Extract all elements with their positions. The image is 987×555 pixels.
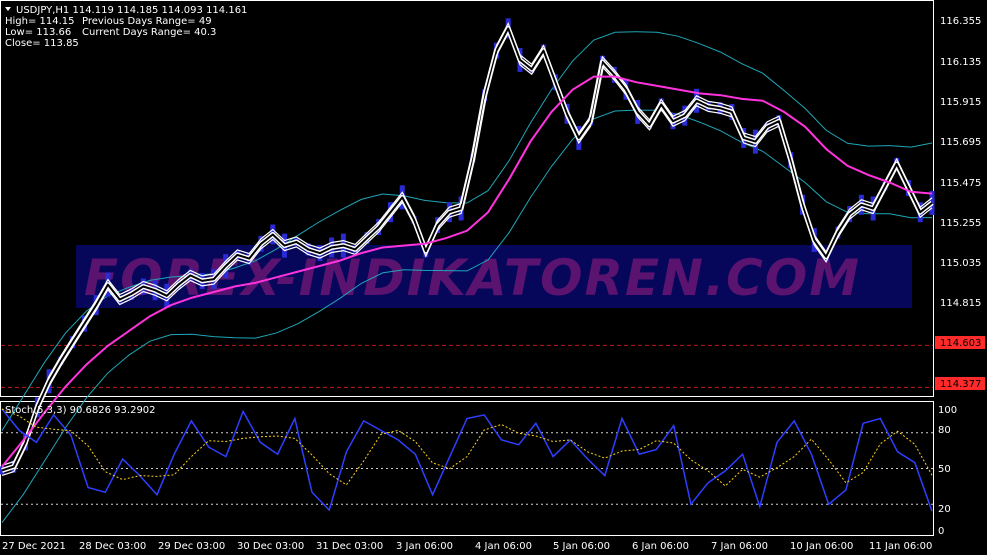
info-high: High= 114.15 xyxy=(5,16,75,27)
chevron-down-icon[interactable] xyxy=(5,7,11,11)
stoch-main-line xyxy=(1,408,933,512)
price-line xyxy=(1,21,934,476)
chart-info: USDJPY,H1 114.119 114.185 114.093 114.16… xyxy=(5,5,247,49)
bollinger-bands xyxy=(1,31,933,523)
stoch-axis[interactable]: 100 80 50 20 0 xyxy=(938,405,957,537)
time-axis[interactable]: 27 Dec 2021 28 Dec 03:00 29 Dec 03:00 30… xyxy=(2,541,932,552)
price-panel-frame[interactable] xyxy=(0,0,934,397)
price-tick: 115.255 xyxy=(940,218,981,229)
time-tick: 29 Dec 03:00 xyxy=(158,541,225,552)
time-tick: 27 Dec 2021 xyxy=(2,541,66,552)
price-axis[interactable]: 116.355 116.135 115.915 115.695 115.475 … xyxy=(940,16,981,309)
stoch-tick: 20 xyxy=(938,504,951,515)
horizontal-levels xyxy=(1,344,933,505)
level-tag[interactable]: 114.603 xyxy=(935,336,985,349)
stoch-label: Stoch(5,3,3) 90.6826 93.2902 xyxy=(5,405,156,416)
stoch-tick: 0 xyxy=(938,526,944,537)
time-tick: 10 Jan 06:00 xyxy=(790,541,853,552)
level-tag-label: 114.603 xyxy=(940,338,981,349)
price-tick: 115.915 xyxy=(940,97,981,108)
level-tag-bg xyxy=(935,377,985,390)
stoch-tick: 50 xyxy=(938,464,951,475)
stoch-signal-line xyxy=(1,408,933,487)
time-tick: 30 Dec 03:00 xyxy=(237,541,304,552)
time-tick: 7 Jan 06:00 xyxy=(711,541,768,552)
time-tick: 3 Jan 06:00 xyxy=(396,541,453,552)
upper-band xyxy=(1,31,933,431)
price-tick: 115.695 xyxy=(940,137,981,148)
price-line-inner xyxy=(1,27,933,472)
price-tick: 116.135 xyxy=(940,57,981,68)
level-tag-bg xyxy=(935,336,985,349)
stochastic-lines xyxy=(1,408,933,512)
stoch-tick: 80 xyxy=(938,425,951,436)
level-tag[interactable]: 114.377 xyxy=(935,377,985,390)
level-tag-label: 114.377 xyxy=(940,379,981,390)
time-tick: 11 Jan 06:00 xyxy=(869,541,932,552)
time-tick: 5 Jan 06:00 xyxy=(553,541,610,552)
info-close: Close= 113.85 xyxy=(5,38,79,49)
price-tick: 115.475 xyxy=(940,178,981,189)
info-curr-range: Current Days Range= 40.3 xyxy=(82,27,216,38)
price-tick: 114.815 xyxy=(940,298,981,309)
time-tick: 6 Jan 06:00 xyxy=(632,541,689,552)
time-tick: 31 Dec 03:00 xyxy=(316,541,383,552)
lower-band xyxy=(1,109,933,523)
info-prev-range: Previous Days Range= 49 xyxy=(82,16,212,27)
ma-line xyxy=(1,75,933,468)
price-envelope-lower xyxy=(1,31,933,476)
price-tick: 116.355 xyxy=(940,16,981,27)
symbol-line: USDJPY,H1 114.119 114.185 114.093 114.16… xyxy=(16,5,247,16)
price-tick: 115.035 xyxy=(940,258,981,269)
stoch-tick: 100 xyxy=(938,405,957,416)
moving-average xyxy=(1,75,933,468)
price-envelope-upper xyxy=(1,21,933,466)
time-tick: 28 Dec 03:00 xyxy=(79,541,146,552)
time-tick: 4 Jan 06:00 xyxy=(475,541,532,552)
info-low: Low= 113.66 xyxy=(5,27,71,38)
